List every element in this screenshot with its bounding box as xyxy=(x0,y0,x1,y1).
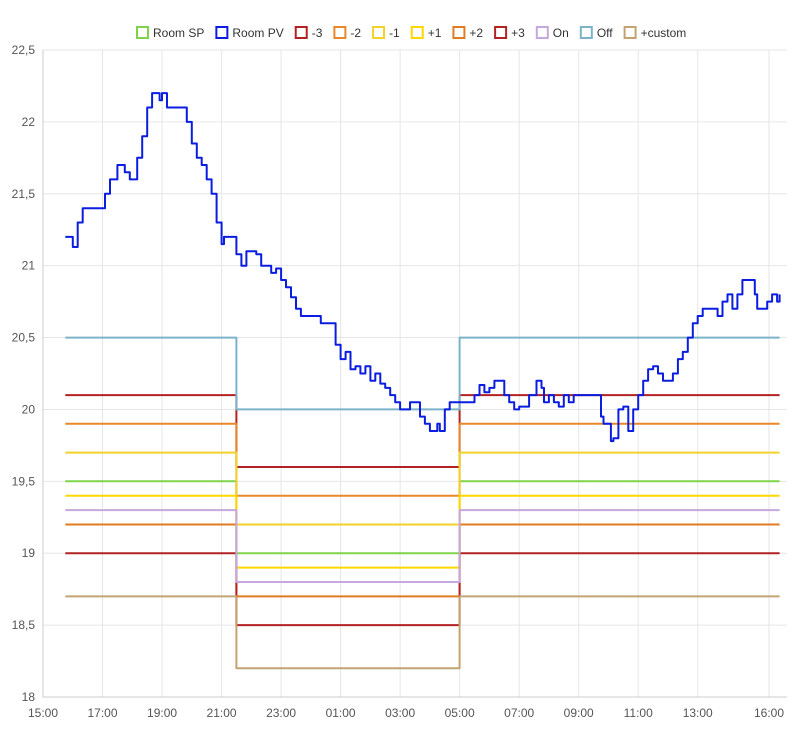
legend-swatch xyxy=(410,26,424,39)
y-tick-label: 18 xyxy=(22,690,36,704)
legend-label: +3 xyxy=(511,26,525,40)
series-line-3-line xyxy=(65,552,780,627)
x-tick-label: 16:00 xyxy=(754,706,784,720)
legend-label: +2 xyxy=(469,26,483,40)
series-line-custom-line xyxy=(65,595,780,670)
legend-item[interactable]: +custom xyxy=(623,26,687,40)
series-line-1-line xyxy=(65,451,780,526)
legend-item[interactable]: On xyxy=(535,26,569,40)
series-line-room-sp-line xyxy=(65,480,780,555)
y-tick-label: 21,5 xyxy=(12,187,36,201)
series-line-3-line xyxy=(65,394,780,468)
legend-item[interactable]: +3 xyxy=(494,26,525,40)
legend-label: Room SP xyxy=(153,26,204,40)
legend-item[interactable]: -1 xyxy=(372,26,400,40)
legend-item[interactable]: Room PV xyxy=(215,26,284,40)
y-tick-label: 22 xyxy=(22,115,36,129)
y-tick-label: 20,5 xyxy=(12,331,36,345)
legend-label: Off xyxy=(597,26,613,40)
legend-item[interactable]: -2 xyxy=(333,26,361,40)
x-tick-label: 11:00 xyxy=(624,706,653,720)
x-tick-label: 17:00 xyxy=(88,706,118,720)
x-tick-label: 23:00 xyxy=(266,706,296,720)
legend-swatch xyxy=(623,26,637,39)
legend-item[interactable]: +2 xyxy=(452,26,483,40)
x-axis: 15:00 17:00 19:00 21:00 23:00 01:00 03:00 05:00… xyxy=(28,696,787,720)
x-tick-label: 15:00 xyxy=(28,706,58,720)
x-tick-label: 09:00 xyxy=(564,706,594,720)
x-tick-label: 01:00 xyxy=(326,706,356,720)
legend-swatch xyxy=(579,26,593,39)
legend-label: -1 xyxy=(389,26,400,40)
legend-item[interactable]: -3 xyxy=(294,26,323,40)
series-line-off-line xyxy=(65,336,780,411)
legend: Room SP Room PV -3 -2 -1 +1 +2 +3 On Off +custom xyxy=(136,26,687,40)
y-tick-label: 18,5 xyxy=(12,618,36,632)
legend-swatch xyxy=(215,26,229,39)
series-line-2-line xyxy=(65,422,780,497)
y-tick-label: 21 xyxy=(22,259,36,273)
legend-swatch xyxy=(452,26,466,39)
legend-label: On xyxy=(553,26,569,40)
legend-swatch xyxy=(535,26,549,39)
legend-swatch xyxy=(333,26,347,39)
x-tick-label: 03:00 xyxy=(385,706,415,720)
series-line-1-line xyxy=(65,494,780,569)
y-tick-label: 19,5 xyxy=(12,474,36,488)
legend-swatch xyxy=(494,26,508,39)
y-tick-label: 19 xyxy=(22,546,36,560)
legend-swatch xyxy=(372,26,386,39)
legend-swatch xyxy=(294,26,308,39)
series-line-2-line xyxy=(65,523,780,598)
series-line-room-pv-line xyxy=(65,92,781,443)
x-tick-label: 05:00 xyxy=(445,706,475,720)
legend-swatch xyxy=(136,26,149,39)
y-tick-label: 22,5 xyxy=(12,43,36,57)
x-tick-label: 07:00 xyxy=(504,706,534,720)
legend-item[interactable]: +1 xyxy=(410,26,442,40)
legend-item[interactable]: Room SP xyxy=(136,26,204,40)
series-line-on-line xyxy=(65,509,780,583)
x-tick-label: 19:00 xyxy=(147,706,177,720)
legend-label: -2 xyxy=(350,26,361,40)
x-tick-label: 13:00 xyxy=(683,706,713,720)
series-lines xyxy=(65,92,781,670)
legend-label: +custom xyxy=(641,26,687,40)
y-axis: 18 18,5 19 19,5 20 20,5 21 21,5 22 22,5 xyxy=(12,43,44,704)
x-tick-label: 21:00 xyxy=(207,706,237,720)
legend-label: -3 xyxy=(312,26,323,40)
legend-label: Room PV xyxy=(232,26,283,40)
legend-label: +1 xyxy=(428,26,442,40)
y-tick-label: 20 xyxy=(22,402,36,416)
legend-item[interactable]: Off xyxy=(579,26,613,40)
